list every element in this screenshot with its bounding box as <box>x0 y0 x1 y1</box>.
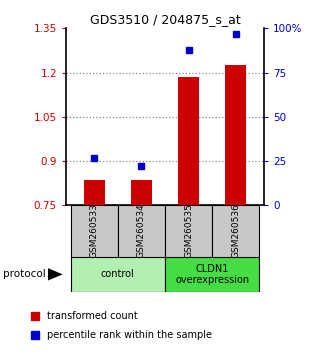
Text: GSM260535: GSM260535 <box>184 204 193 258</box>
Text: CLDN1
overexpression: CLDN1 overexpression <box>175 263 249 285</box>
Bar <box>118 205 165 257</box>
Bar <box>165 205 212 257</box>
Text: control: control <box>101 269 135 279</box>
Bar <box>131 180 152 205</box>
Title: GDS3510 / 204875_s_at: GDS3510 / 204875_s_at <box>90 13 240 26</box>
Bar <box>212 205 259 257</box>
Polygon shape <box>48 268 63 281</box>
Text: percentile rank within the sample: percentile rank within the sample <box>47 330 212 340</box>
Bar <box>71 205 118 257</box>
Bar <box>165 257 259 292</box>
Bar <box>71 257 165 292</box>
Text: GSM260533: GSM260533 <box>90 204 99 258</box>
Text: GSM260534: GSM260534 <box>137 204 146 258</box>
Text: protocol: protocol <box>3 269 46 279</box>
Text: transformed count: transformed count <box>47 311 138 321</box>
Bar <box>225 65 246 205</box>
Text: GSM260536: GSM260536 <box>231 204 240 258</box>
Bar <box>178 77 199 205</box>
Bar <box>84 180 105 205</box>
